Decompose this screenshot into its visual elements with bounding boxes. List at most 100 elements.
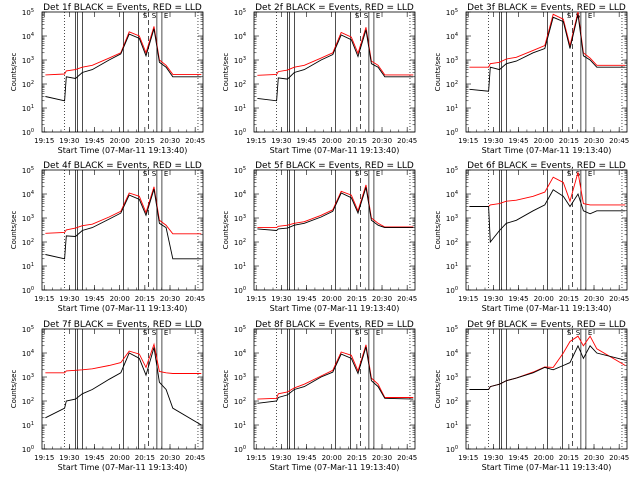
top-marker-label: S: [364, 170, 369, 178]
panel-title: Det 7f BLACK = Events, RED = LLD: [43, 320, 202, 330]
y-tick-label: 102: [446, 238, 458, 247]
x-axis-label: Start Time (07-Mar-11 19:13:40): [482, 146, 612, 155]
x-tick-label: 20:45: [185, 454, 205, 462]
x-tick-label: 19:15: [246, 295, 266, 303]
y-tick-exponent: 2: [31, 238, 34, 244]
y-tick-label: 104: [234, 32, 246, 41]
y-tick-exponent: 3: [455, 214, 458, 220]
x-tick-label: 20:30: [584, 295, 604, 303]
x-axis-label: Start Time (07-Mar-11 19:13:40): [482, 304, 612, 313]
y-tick-exponent: 5: [243, 166, 246, 172]
top-marker-label: S: [364, 12, 369, 20]
y-tick-exponent: 3: [31, 373, 34, 379]
y-tick-exponent: 2: [31, 80, 34, 86]
panel-5: Det 5f BLACK = Events, RED = LLD10010110…: [222, 161, 417, 313]
y-tick-exponent: 0: [243, 128, 246, 134]
panel-title: Det 8f BLACK = Events, RED = LLD: [255, 320, 414, 330]
y-axis-label: Counts/sec: [222, 53, 230, 92]
plot-frame: [465, 328, 628, 450]
x-axis-label: Start Time (07-Mar-11 19:13:40): [270, 304, 400, 313]
y-tick-label: 105: [446, 166, 458, 175]
y-tick-label: 100: [22, 128, 34, 137]
y-tick-label: 104: [446, 32, 458, 41]
y-tick-label: 105: [22, 325, 34, 334]
x-axis-label: Start Time (07-Mar-11 19:13:40): [270, 146, 400, 155]
x-tick-label: 20:45: [609, 137, 629, 145]
x-tick-label: 19:15: [458, 295, 478, 303]
y-tick-exponent: 4: [243, 349, 246, 355]
lld-series-line: [257, 184, 414, 229]
x-tick-label: 20:45: [397, 137, 417, 145]
y-tick-exponent: 4: [455, 190, 458, 196]
y-tick-exponent: 5: [243, 8, 246, 14]
y-tick-label: 101: [446, 104, 458, 113]
x-tick-label: 20:00: [534, 454, 554, 462]
top-marker-label: S: [567, 329, 572, 337]
top-marker-label: E: [376, 170, 380, 178]
y-tick-label: 104: [22, 190, 34, 199]
x-axis-label: Start Time (07-Mar-11 19:13:40): [270, 463, 400, 472]
top-marker-label: S: [143, 329, 148, 337]
x-tick-label: 20:15: [347, 295, 367, 303]
x-tick-label: 20:00: [322, 295, 342, 303]
y-axis-label: Counts/sec: [10, 53, 18, 92]
top-marker-label: S: [152, 329, 157, 337]
y-tick-exponent: 2: [455, 80, 458, 86]
panel-3: Det 3f BLACK = Events, RED = LLD10010110…: [434, 3, 629, 155]
x-tick-label: 20:30: [372, 295, 392, 303]
top-marker-label: S: [355, 329, 360, 337]
x-tick-label: 19:15: [246, 137, 266, 145]
y-tick-label: 103: [446, 214, 458, 223]
panel-title: Det 9f BLACK = Events, RED = LLD: [467, 320, 626, 330]
y-tick-label: 104: [234, 190, 246, 199]
y-tick-label: 103: [22, 214, 34, 223]
y-tick-exponent: 3: [243, 56, 246, 62]
x-tick-label: 20:30: [160, 295, 180, 303]
x-tick-label: 19:30: [59, 295, 79, 303]
y-tick-label: 100: [446, 128, 458, 137]
x-tick-label: 20:15: [559, 454, 579, 462]
x-tick-label: 19:30: [483, 137, 503, 145]
x-tick-label: 19:45: [296, 454, 316, 462]
y-tick-exponent: 1: [455, 104, 458, 110]
y-tick-label: 101: [446, 262, 458, 271]
y-tick-label: 100: [234, 128, 246, 137]
events-series-line: [45, 188, 202, 260]
panel-title: Det 1f BLACK = Events, RED = LLD: [43, 3, 202, 13]
y-tick-label: 101: [22, 104, 34, 113]
lld-series-line: [257, 344, 414, 400]
events-series-line: [257, 29, 414, 102]
x-tick-label: 20:45: [397, 454, 417, 462]
x-tick-label: 19:15: [34, 137, 54, 145]
y-tick-exponent: 1: [455, 421, 458, 427]
x-tick-label: 20:15: [559, 295, 579, 303]
y-axis-label: Counts/sec: [10, 370, 18, 409]
y-tick-exponent: 1: [455, 262, 458, 268]
y-axis-label: Counts/sec: [434, 53, 442, 92]
events-series-line: [469, 189, 626, 244]
y-tick-exponent: 4: [455, 32, 458, 38]
panel-2: Det 2f BLACK = Events, RED = LLD10010110…: [222, 3, 417, 155]
y-tick-label: 103: [22, 373, 34, 382]
top-marker-label: S: [143, 170, 148, 178]
y-tick-label: 102: [234, 80, 246, 89]
y-tick-label: 100: [22, 445, 34, 454]
y-tick-label: 100: [446, 286, 458, 295]
x-tick-label: 19:15: [34, 295, 54, 303]
y-tick-exponent: 3: [31, 214, 34, 220]
plot-frame: [253, 169, 416, 291]
y-tick-exponent: 5: [243, 325, 246, 331]
x-tick-label: 20:30: [584, 454, 604, 462]
x-tick-label: 19:30: [271, 454, 291, 462]
top-marker-label: S: [152, 12, 157, 20]
top-marker-label: S: [567, 170, 572, 178]
x-axis-label: Start Time (07-Mar-11 19:13:40): [58, 463, 188, 472]
y-tick-exponent: 0: [31, 128, 34, 134]
y-tick-label: 103: [234, 56, 246, 65]
y-tick-exponent: 3: [31, 56, 34, 62]
y-tick-exponent: 5: [455, 166, 458, 172]
top-marker-label: S: [143, 12, 148, 20]
x-tick-label: 19:30: [59, 137, 79, 145]
y-tick-exponent: 3: [243, 214, 246, 220]
